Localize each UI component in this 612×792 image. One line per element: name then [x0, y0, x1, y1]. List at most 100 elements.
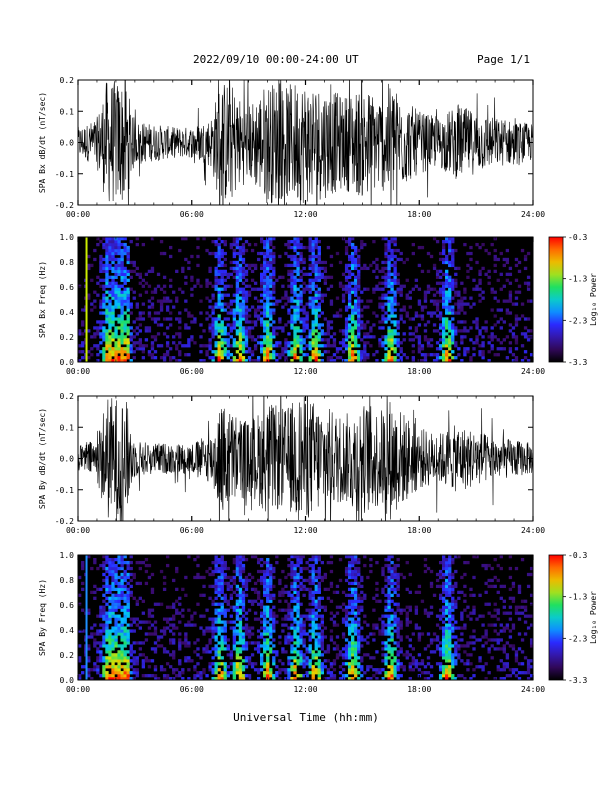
spectrogram-cell — [375, 266, 379, 271]
spectrogram-cell — [175, 668, 179, 672]
spectrogram-cell — [208, 323, 212, 327]
spectrogram-cell — [445, 608, 449, 612]
spectrogram-cell — [290, 650, 294, 654]
spectrogram-cell — [111, 293, 115, 297]
spectrogram-cell — [414, 626, 419, 630]
spectrogram-cell — [454, 344, 458, 348]
spectrogram-cell — [211, 293, 215, 297]
spectrogram-cell — [390, 623, 394, 627]
spectrogram-cell — [96, 275, 100, 279]
spectrogram-cell — [448, 617, 452, 621]
spectrogram-cell — [266, 569, 270, 574]
spectrogram-cell — [384, 644, 388, 648]
spectrogram-cell — [317, 605, 321, 609]
spectrogram-cell — [126, 269, 130, 274]
spectrogram-cell — [426, 671, 431, 675]
spectrogram-cell — [329, 326, 334, 330]
spectrogram-cell — [457, 674, 461, 678]
spectrogram-cell — [396, 644, 400, 648]
spectrogram-cell — [487, 269, 491, 274]
spectrogram-cell — [293, 308, 297, 312]
spectrogram-cell — [526, 275, 531, 279]
spectrogram-cell — [344, 572, 349, 577]
spectrogram-cell — [99, 254, 103, 259]
spectrogram-cell — [126, 599, 130, 603]
spectrogram-cell — [266, 263, 270, 268]
spectrogram-cell — [244, 278, 249, 282]
spectrogram-cell — [141, 284, 146, 288]
spectrogram-cell — [408, 332, 412, 336]
spectrogram-cell — [147, 575, 152, 580]
spectrogram-cell — [451, 605, 455, 609]
spectrogram-cell — [117, 263, 121, 268]
spectrogram-cell — [354, 626, 358, 630]
spectrogram-cell — [360, 290, 364, 294]
spectrogram-cell — [129, 653, 133, 657]
spectrogram-cell — [263, 608, 267, 612]
spectrogram-cell — [511, 353, 516, 357]
spectrogram-cell — [490, 344, 494, 348]
spectrogram-cell — [420, 245, 425, 250]
spectrogram-cell — [120, 677, 124, 681]
spectrogram-cell — [111, 572, 115, 577]
spectrogram-cell — [99, 332, 103, 336]
spectrogram-cell — [414, 623, 419, 627]
spectrogram-cell — [329, 335, 334, 339]
spectrogram-cell — [454, 599, 458, 603]
spectrogram-cell — [344, 653, 349, 657]
spectrogram-cell — [232, 341, 237, 345]
spectrogram-cell — [414, 284, 419, 288]
spectrogram-cell — [278, 317, 282, 321]
spectrogram-cell — [250, 248, 255, 253]
spectrogram-cell — [347, 623, 352, 627]
spectrogram-cell — [241, 272, 246, 276]
spectrogram-cell — [399, 317, 403, 321]
spectrogram-cell — [442, 572, 446, 577]
spectrogram-cell — [123, 296, 127, 300]
spectrogram-cell — [508, 272, 513, 276]
spectrogram-cell — [526, 329, 531, 333]
spectrogram-cell — [445, 359, 449, 363]
spectrogram-cell — [87, 611, 91, 615]
spectrogram-cell — [126, 560, 130, 565]
spectrogram-cell — [196, 662, 200, 666]
spectrogram-cell — [111, 641, 115, 645]
spectrogram-cell — [381, 659, 385, 663]
spectrogram-cell — [244, 326, 249, 330]
spectrogram-cell — [217, 656, 221, 660]
spectrogram-cell — [457, 653, 461, 657]
spectrogram-cell — [275, 674, 279, 678]
spectrogram-cell — [299, 629, 303, 633]
spectrogram-cell — [420, 317, 425, 321]
spectrogram-cell — [296, 599, 300, 603]
spectrogram-cell — [217, 641, 221, 645]
spectrogram-cell — [211, 308, 215, 312]
spectrogram-cell — [390, 677, 394, 681]
spectrogram-cell — [466, 329, 470, 333]
spectrogram-cell — [266, 299, 270, 303]
spectrogram-cell — [241, 287, 246, 291]
spectrogram-cell — [278, 581, 282, 586]
spectrogram-cell — [442, 317, 446, 321]
spectrogram-cell — [481, 344, 485, 348]
spectrogram-cell — [396, 584, 400, 589]
spectrogram-cell — [411, 350, 415, 354]
spectrogram-cell — [378, 632, 382, 636]
spectrogram-cell — [117, 617, 121, 621]
spectrogram-cell — [266, 626, 270, 630]
spectrogram-cell — [108, 335, 112, 339]
spectrogram-cell — [184, 644, 188, 648]
spectrogram-cell — [223, 278, 227, 282]
spectrogram-cell — [317, 296, 321, 300]
spectrogram-cell — [305, 674, 309, 678]
spectrogram-cell — [351, 569, 355, 574]
spectrogram-cell — [314, 353, 318, 357]
spectrogram-cell — [235, 587, 240, 592]
spectrogram-cell — [435, 359, 440, 363]
spectrogram-cell — [187, 659, 191, 663]
spectrogram-cell — [266, 266, 270, 271]
spectrogram-cell — [451, 575, 455, 580]
spectrogram-cell — [363, 335, 367, 339]
spectrogram-cell — [302, 623, 306, 627]
spectrogram-cell — [396, 608, 400, 612]
